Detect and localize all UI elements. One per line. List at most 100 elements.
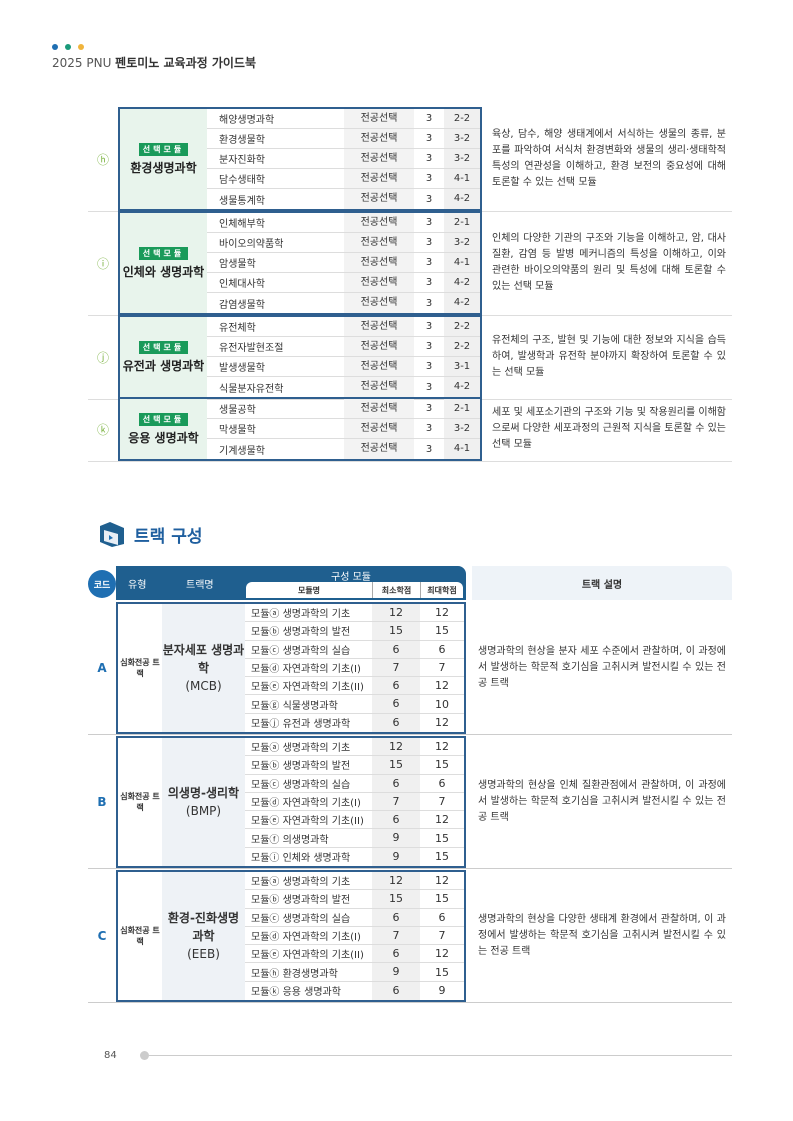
module-name: 유전과 생명과학: [122, 358, 205, 373]
section-title: 트랙 구성: [134, 526, 203, 547]
track-module-cell: 6: [372, 811, 420, 829]
track-description: 생명과학의 현상을 인체 질환관점에서 관찰하며, 이 과정에서 발생하는 학문…: [478, 780, 726, 824]
track-module-cell: 모듈ⓓ 자연과학의 기초(I): [251, 932, 361, 944]
track-code: A: [97, 661, 107, 676]
track-module-cell: 모듈ⓚ 응용 생명과학: [251, 987, 341, 999]
course-cell: 전공선택: [344, 129, 414, 148]
course-row: 인체대사학 전공선택 3 4-2: [207, 273, 480, 293]
footer-line: [149, 1055, 732, 1056]
track-module-cell: 7: [438, 929, 446, 943]
track-name-cell: 의생명-생리학 (BMP): [162, 738, 245, 867]
track-name: 분자세포 생명과학: [162, 643, 245, 676]
module-block: ⓚ 선택모듈 응용 생명과학 생물공학 전공선택 3 2-1 막생물학 전공선택 3 3-2 기계…: [88, 397, 732, 462]
track-module-cell: 6: [372, 981, 420, 1001]
header-prefix: 2025 PNU: [52, 56, 116, 70]
track-module-cell: 모듈ⓒ 생명과학의 실습: [251, 645, 351, 657]
course-cell: 환경생물학: [219, 135, 265, 146]
track-row: A 심화전공 트랙 분자세포 생명과학 (MCB) 모듈ⓐ 생명과학의 기초 12 1…: [88, 602, 732, 736]
course-cell: 인체해부학: [219, 219, 265, 230]
course-cell: 4-2: [444, 293, 480, 313]
course-cell: 전공선택: [344, 253, 414, 272]
module-letter: ⓗ: [96, 152, 109, 167]
track-name: 환경-진화생명 과학: [167, 911, 240, 944]
track-type: 심화전공 트랙: [120, 926, 160, 947]
track-module-cell: 모듈ⓓ 자연과학의 기초(I): [251, 664, 361, 676]
header-max: 최대학점: [427, 585, 457, 595]
module-badge: 선택모듈: [138, 246, 189, 260]
dot-icon: [65, 44, 71, 50]
header-bar: 유형 트랙명 구성 모듈 모듈명 최소학점 최대학점: [116, 566, 466, 600]
course-cell: 분자진화학: [219, 155, 265, 166]
track-module-cell: 9: [438, 984, 446, 998]
header-modules: 구성 모듈: [331, 572, 371, 583]
course-cell: 식물분자유전학: [219, 383, 284, 395]
track-module-cell: 6: [438, 642, 446, 656]
track-module-cell: 7: [438, 795, 446, 809]
track-type: 심화전공 트랙: [120, 792, 160, 813]
course-cell: 2-2: [444, 109, 480, 128]
track-module-cell: 6: [372, 695, 420, 713]
track-module-cell: 15: [435, 624, 449, 638]
course-cell: 3-2: [444, 149, 480, 168]
course-cell: 전공선택: [344, 273, 414, 292]
track-module-cell: 7: [372, 926, 420, 945]
track-module-cell: 12: [372, 604, 420, 622]
course-cell: 3: [425, 381, 433, 393]
track-module-cell: 12: [435, 813, 449, 827]
course-cell: 4-2: [444, 377, 480, 397]
track-module-cell: 7: [372, 658, 420, 677]
track-module-row: 모듈ⓐ 생명과학의 기초 12 12: [245, 604, 464, 623]
track-module-cell: 모듈ⓑ 생명과학의 발전: [251, 761, 351, 773]
track-module-cell: 12: [435, 947, 449, 961]
course-cell: 3: [425, 193, 433, 205]
module-badge: 선택모듈: [138, 340, 189, 354]
course-cell: 2-2: [444, 317, 480, 336]
track-module-cell: 12: [372, 872, 420, 890]
header-desc: 트랙 설명: [472, 566, 732, 600]
course-cell: 3: [425, 113, 433, 124]
course-row: 바이오의약품학 전공선택 3 3-2: [207, 233, 480, 253]
course-list: 인체해부학 전공선택 3 2-1 바이오의약품학 전공선택 3 3-2 암생물학 전공선택 3 4-1…: [207, 211, 482, 315]
track-module-row: 모듈ⓒ 생명과학의 실습 6 6: [245, 774, 464, 793]
module-name: 인체와 생명과학: [122, 264, 205, 279]
course-cell: 3: [425, 237, 433, 248]
track-module-cell: 15: [435, 831, 449, 845]
track-abbr: (EEB): [187, 947, 220, 962]
track-module-row: 모듈ⓑ 생명과학의 발전 15 15: [245, 756, 464, 775]
track-module-row: 모듈ⓘ 인체와 생명과학 9 15: [245, 847, 464, 867]
course-row: 감염생물학 전공선택 3 4-2: [207, 293, 480, 313]
course-cell: 4-1: [444, 439, 480, 459]
course-cell: 해양생명과학: [219, 115, 275, 126]
track-module-cell: 15: [372, 756, 420, 774]
track-module-cell: 6: [372, 677, 420, 695]
module-block: ⓗ 선택모듈 환경생명과학 해양생명과학 전공선택 3 2-2 환경생물학 전공선택 3 3-2…: [88, 107, 732, 212]
course-cell: 전공선택: [344, 189, 414, 209]
course-cell: 3: [425, 403, 433, 414]
module-name: 환경생명과학: [130, 160, 197, 175]
course-cell: 전공선택: [344, 169, 414, 188]
track-module-row: 모듈ⓓ 자연과학의 기초(I) 7 7: [245, 792, 464, 812]
track-module-cell: 6: [438, 776, 446, 790]
course-cell: 전공선택: [344, 419, 414, 438]
track-module-cell: 12: [435, 606, 449, 620]
track-module-cell: 15: [435, 892, 449, 906]
track-module-cell: 6: [372, 713, 420, 733]
course-row: 분자진화학 전공선택 3 3-2: [207, 149, 480, 169]
page-number: 84: [104, 1050, 117, 1061]
course-row: 생물공학 전공선택 3 2-1: [207, 399, 480, 419]
course-row: 식물분자유전학 전공선택 3 4-2: [207, 377, 480, 397]
course-row: 담수생태학 전공선택 3 4-1: [207, 169, 480, 189]
track-module-cell: 모듈ⓕ 의생명과학: [251, 834, 329, 846]
track-module-cell: 모듈ⓒ 생명과학의 실습: [251, 913, 351, 925]
track-module-row: 모듈ⓒ 생명과학의 실습 6 6: [245, 640, 464, 659]
track-module-cell: 12: [435, 874, 449, 888]
course-row: 막생물학 전공선택 3 3-2: [207, 419, 480, 439]
track-module-cell: 12: [435, 740, 449, 754]
track-module-row: 모듈ⓖ 식물생명과학 6 10: [245, 695, 464, 714]
course-cell: 전공선택: [344, 149, 414, 168]
track-module-cell: 15: [435, 850, 449, 864]
header-book-title: 펜토미노 교육과정 가이드북: [115, 56, 257, 70]
course-cell: 유전자발현조절: [219, 343, 284, 354]
track-module-cell: 12: [435, 716, 449, 730]
